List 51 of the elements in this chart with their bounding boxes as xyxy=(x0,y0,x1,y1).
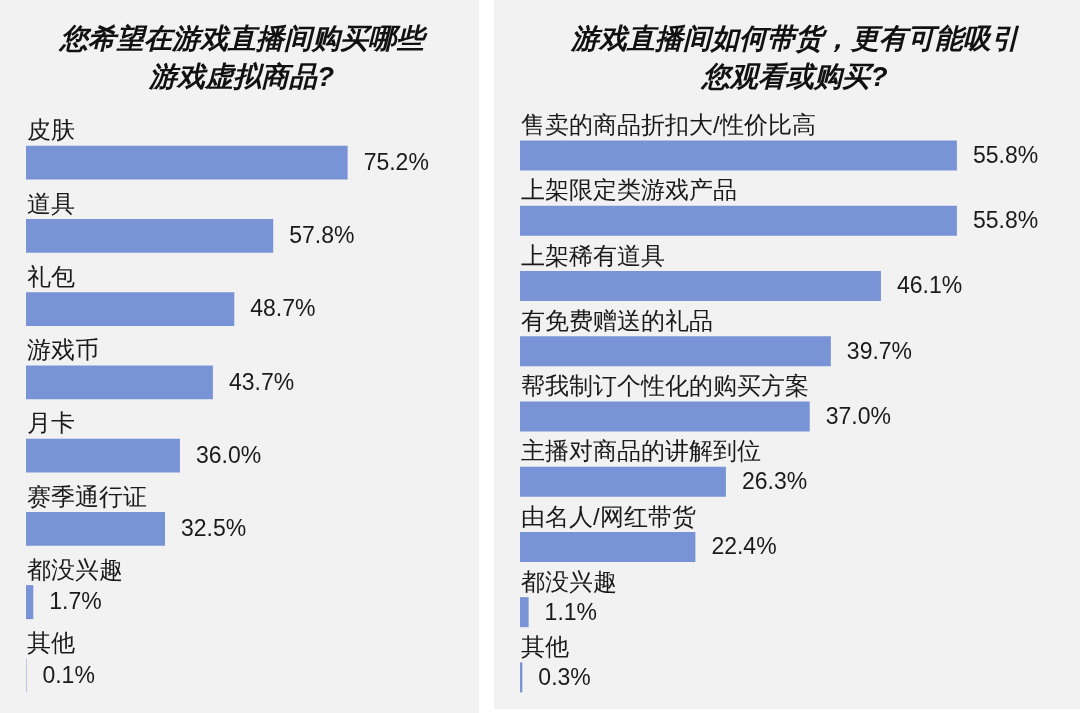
data-label: 1.7% xyxy=(49,588,102,615)
bar xyxy=(520,531,696,562)
y-tick-label: 都没兴趣 xyxy=(27,555,123,583)
data-label: 46.1% xyxy=(896,272,963,299)
data-label: 75.2% xyxy=(363,148,429,175)
y-tick-label: 售卖的商品折扣大/性价比高 xyxy=(521,111,816,139)
bar xyxy=(520,140,957,171)
y-tick-label: 主播对商品的讲解到位 xyxy=(521,437,761,465)
y-tick-label: 有免费赠送的礼品 xyxy=(521,306,713,334)
data-label: 43.7% xyxy=(228,368,295,395)
data-label: 36.0% xyxy=(195,441,262,468)
bar xyxy=(26,511,165,546)
y-tick-label: 上架稀有道具 xyxy=(521,241,665,269)
bar xyxy=(520,205,957,236)
data-label: 26.3% xyxy=(741,468,808,495)
bar xyxy=(26,145,348,180)
y-tick-label: 皮肤 xyxy=(27,116,75,144)
y-tick-label: 礼包 xyxy=(27,262,75,290)
y-tick-label: 道具 xyxy=(27,189,75,217)
bar xyxy=(26,218,274,253)
bar xyxy=(520,336,831,367)
y-tick-label: 游戏币 xyxy=(27,336,99,364)
y-tick-label: 其他 xyxy=(27,629,75,657)
data-label: 1.1% xyxy=(544,598,598,625)
data-label: 48.7% xyxy=(250,295,316,322)
bar xyxy=(520,271,881,302)
chart-title: 您希望在游戏直播间购买哪些游戏虚拟商品? xyxy=(57,22,429,94)
y-tick-label: 上架限定类游戏产品 xyxy=(521,176,737,204)
y-tick-label: 赛季通行证 xyxy=(27,482,147,510)
data-label: 39.7% xyxy=(846,337,913,364)
data-label: 0.3% xyxy=(538,663,591,690)
data-label: 32.5% xyxy=(181,515,247,542)
bar xyxy=(520,597,529,628)
data-label: 55.8% xyxy=(972,207,1039,234)
y-tick-label: 由名人/网红带货 xyxy=(521,502,696,530)
bar xyxy=(520,466,726,497)
bar xyxy=(26,438,180,473)
data-label: 57.8% xyxy=(289,222,355,249)
data-label: 37.0% xyxy=(825,402,891,429)
y-tick-label: 其他 xyxy=(521,633,569,661)
data-label: 22.4% xyxy=(711,533,777,560)
data-label: 55.8% xyxy=(972,141,1039,168)
bar xyxy=(26,365,213,400)
bar xyxy=(26,585,34,620)
chart-title: 游戏直播间如何带货，更有可能吸引您观看或购买? xyxy=(570,22,1020,94)
data-label: 0.1% xyxy=(42,661,95,688)
bar xyxy=(26,292,235,327)
bar xyxy=(520,401,810,432)
y-tick-label: 帮我制订个性化的购买方案 xyxy=(521,372,809,400)
y-tick-label: 月卡 xyxy=(27,409,75,437)
y-tick-label: 都没兴趣 xyxy=(521,567,617,595)
